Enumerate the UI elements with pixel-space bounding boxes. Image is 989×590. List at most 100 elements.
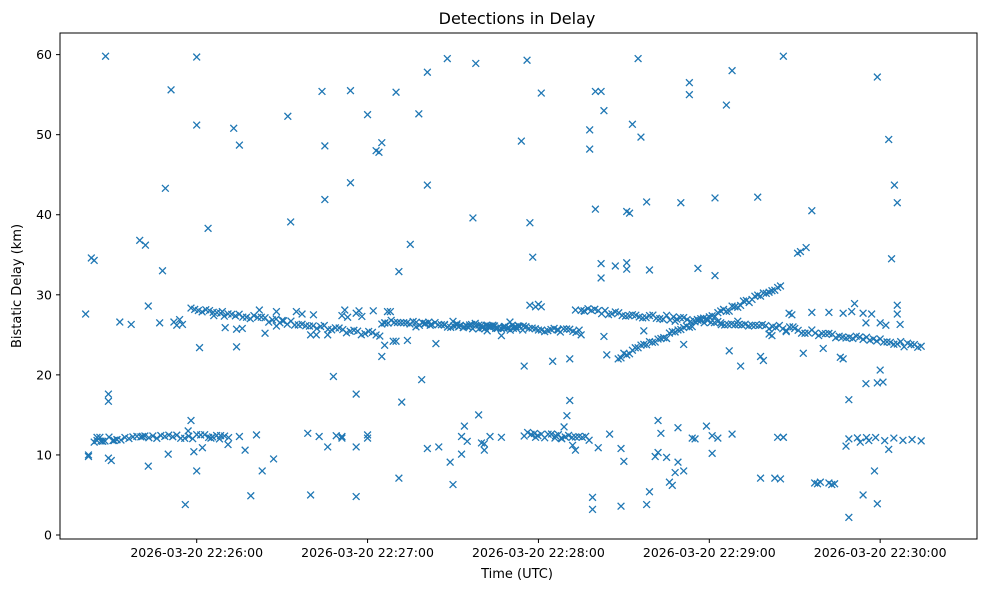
data-point bbox=[611, 262, 620, 270]
data-point bbox=[884, 445, 893, 454]
data-point bbox=[144, 433, 153, 442]
data-point bbox=[329, 372, 338, 381]
data-point bbox=[856, 438, 865, 446]
data-point bbox=[167, 85, 175, 94]
data-point bbox=[423, 68, 432, 77]
data-point bbox=[471, 319, 480, 328]
data-point bbox=[662, 311, 671, 320]
data-point bbox=[654, 448, 662, 457]
y-tick-label: 20 bbox=[36, 367, 52, 382]
data-point bbox=[628, 120, 637, 129]
data-point bbox=[887, 254, 896, 263]
data-point bbox=[907, 340, 915, 349]
data-point bbox=[504, 323, 513, 332]
data-point bbox=[396, 318, 405, 327]
data-point bbox=[899, 436, 907, 445]
data-point bbox=[397, 398, 406, 406]
data-point bbox=[478, 323, 487, 332]
data-point bbox=[862, 433, 871, 442]
data-point bbox=[352, 443, 361, 451]
data-point bbox=[482, 321, 491, 330]
data-point bbox=[773, 433, 782, 442]
data-point bbox=[127, 320, 136, 329]
data-point bbox=[884, 135, 893, 144]
data-point bbox=[198, 443, 207, 452]
data-point bbox=[530, 429, 539, 438]
data-point bbox=[796, 247, 805, 256]
data-point bbox=[739, 297, 748, 305]
data-point bbox=[480, 446, 489, 454]
y-tick-label: 40 bbox=[36, 207, 52, 222]
data-point bbox=[258, 467, 267, 475]
data-point bbox=[674, 326, 682, 334]
data-point bbox=[104, 390, 113, 398]
data-point bbox=[872, 337, 881, 345]
data-point bbox=[882, 321, 890, 330]
data-point bbox=[657, 429, 665, 438]
x-tick-label: 2026-03-20 22:30:00 bbox=[814, 545, 947, 560]
data-point bbox=[869, 335, 878, 343]
data-point bbox=[352, 390, 361, 398]
data-point bbox=[377, 138, 386, 147]
data-point bbox=[443, 54, 452, 63]
data-point bbox=[756, 352, 765, 361]
data-point bbox=[844, 395, 853, 404]
data-point bbox=[141, 241, 150, 250]
data-point bbox=[688, 322, 697, 331]
data-point bbox=[399, 318, 408, 327]
data-point bbox=[862, 379, 870, 388]
data-point bbox=[591, 205, 600, 213]
y-axis-label: Bistatic Delay (km) bbox=[10, 224, 25, 348]
data-point bbox=[731, 302, 739, 311]
data-point bbox=[306, 491, 315, 499]
data-point bbox=[221, 323, 230, 332]
data-point bbox=[631, 343, 640, 352]
data-point bbox=[318, 87, 326, 96]
data-point bbox=[725, 307, 734, 316]
data-point bbox=[674, 458, 682, 466]
data-point bbox=[807, 308, 816, 317]
data-point bbox=[463, 322, 472, 331]
data-point bbox=[722, 101, 731, 109]
data-point bbox=[392, 337, 400, 346]
data-point bbox=[395, 267, 403, 276]
data-point bbox=[338, 432, 346, 441]
data-point bbox=[164, 431, 173, 439]
data-point bbox=[286, 218, 295, 226]
data-point bbox=[679, 340, 688, 349]
data-point bbox=[232, 342, 241, 351]
data-point bbox=[164, 450, 173, 458]
data-point bbox=[423, 444, 432, 453]
data-point bbox=[381, 318, 389, 327]
data-point bbox=[323, 443, 332, 451]
data-point bbox=[818, 329, 826, 338]
chart-title: Detections in Delay bbox=[439, 9, 596, 28]
y-tick-label: 10 bbox=[36, 447, 52, 462]
data-point bbox=[534, 326, 543, 334]
data-point bbox=[497, 331, 506, 340]
data-point bbox=[486, 432, 494, 441]
data-point bbox=[654, 335, 662, 343]
y-axis-ticks: 0 10 20 30 40 50 60 bbox=[36, 47, 60, 542]
data-point bbox=[517, 137, 526, 145]
data-point bbox=[241, 446, 249, 454]
data-point bbox=[880, 436, 889, 445]
data-point bbox=[178, 320, 187, 329]
data-point bbox=[152, 434, 161, 443]
data-point bbox=[908, 435, 916, 444]
data-point bbox=[84, 452, 93, 461]
data-point bbox=[819, 344, 828, 353]
data-point bbox=[528, 253, 537, 262]
data-point bbox=[192, 121, 201, 129]
data-point bbox=[446, 458, 455, 466]
data-point bbox=[475, 321, 483, 329]
data-point bbox=[859, 309, 867, 318]
data-point bbox=[306, 330, 315, 339]
data-point bbox=[187, 416, 195, 425]
data-point bbox=[250, 311, 258, 320]
data-point bbox=[283, 112, 292, 121]
data-point bbox=[315, 432, 324, 441]
data-point bbox=[537, 302, 546, 311]
data-point bbox=[725, 346, 734, 355]
data-point bbox=[830, 479, 839, 488]
